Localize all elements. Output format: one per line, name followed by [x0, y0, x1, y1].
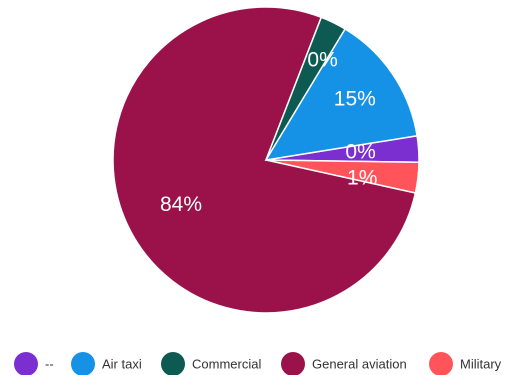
legend-label: Air taxi — [102, 356, 142, 371]
pie-slice-labels: 0% 1% 84% 0% 15% — [160, 49, 377, 216]
legend-item[interactable]: Commercial — [161, 352, 261, 375]
pie-slice-air-taxi — [264, 27, 418, 161]
legend-item[interactable]: Air taxi — [71, 352, 142, 375]
legend-swatch — [161, 352, 185, 375]
legend-swatch — [281, 352, 305, 375]
legend-swatch — [14, 352, 38, 375]
legend-label: Military — [460, 356, 502, 371]
slice-label: 15% — [334, 88, 376, 111]
slice-label: 0% — [345, 141, 375, 164]
legend-swatch — [429, 352, 453, 375]
legend-label: General aviation — [312, 356, 407, 371]
legend-label: Commercial — [192, 356, 261, 371]
slice-label: 0% — [307, 49, 337, 72]
pie-slices — [112, 6, 420, 314]
slice-label: 84% — [160, 193, 202, 216]
legend: -- Air taxi Commercial General aviation Mili… — [14, 352, 502, 375]
pie-slice-general-aviation — [112, 6, 417, 314]
legend-item[interactable]: General aviation — [281, 352, 407, 375]
slice-label: 1% — [347, 167, 377, 190]
legend-item[interactable]: Military — [429, 352, 502, 375]
legend-label: -- — [45, 356, 54, 371]
legend-swatch — [71, 352, 95, 375]
legend-item[interactable]: -- — [14, 352, 54, 375]
